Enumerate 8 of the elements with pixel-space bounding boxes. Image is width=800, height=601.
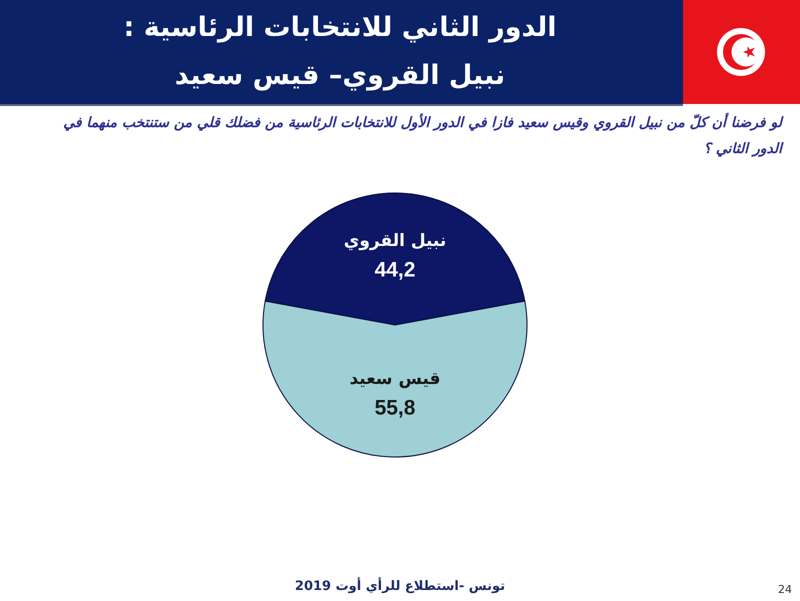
data-label: 55,8 [374,396,416,420]
data-label: 44,2 [374,258,416,282]
chart-title: الدور الثاني للانتخابات الرئاسية : نبيل القروي– قيس سعيد [122,11,558,93]
slice-label: قيس سعيد [349,369,441,389]
text: 24 [778,583,792,596]
chart-subtitle: لو فرضنا أن كلّ من نبيل القروي وقيس سعيد فازا في الدور الأول للانتخابات الرئاسية من فضلك قلي من ستنتخب منهما في الدور الثاني ؟ [62,112,782,159]
text: تونس -استطلاع للرأي أوت 2019 [294,579,506,594]
slice-label: نبيل القروي [344,231,446,251]
